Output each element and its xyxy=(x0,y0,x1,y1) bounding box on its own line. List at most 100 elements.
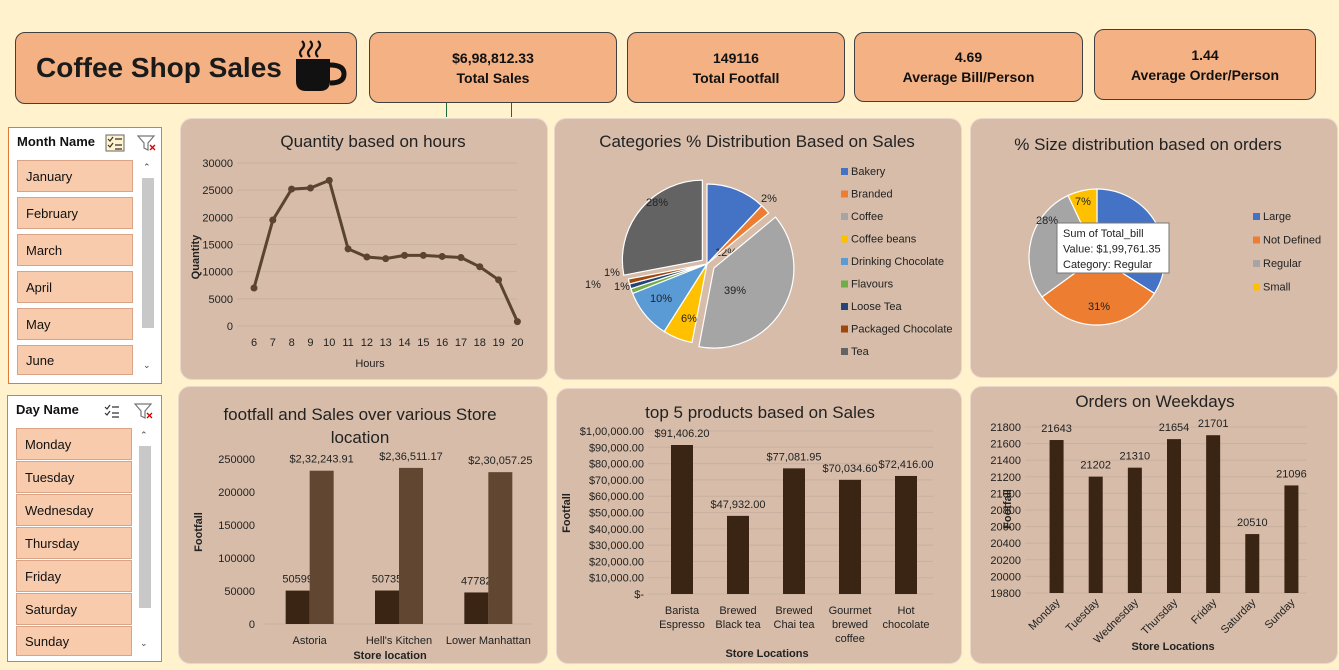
bar xyxy=(464,592,489,624)
day-slicer[interactable]: Day Name Monday Tuesday Wednesday Thursd… xyxy=(7,395,162,662)
data-label: 21202 xyxy=(1080,460,1111,472)
x-tick-label: 11 xyxy=(342,337,353,349)
month-slicer[interactable]: Month Name January February March April … xyxy=(8,127,162,384)
multi-select-icon[interactable] xyxy=(105,134,125,152)
x-tick-label: 7 xyxy=(270,337,276,349)
clear-filter-icon[interactable] xyxy=(137,134,157,152)
y-tick-label: 21200 xyxy=(990,472,1021,484)
y-tick-label: $40,000.00 xyxy=(589,524,644,536)
kpi-total-footfall: 149116 Total Footfall xyxy=(627,32,845,103)
data-label: 50599 xyxy=(282,574,313,586)
y-tick-label: 20600 xyxy=(990,522,1021,534)
legend-swatch xyxy=(841,235,848,243)
y-tick-label: 21400 xyxy=(990,455,1021,467)
connector-line xyxy=(446,103,512,117)
bar xyxy=(1206,435,1221,593)
kpi-label: Average Bill/Person xyxy=(902,69,1035,85)
dashboard-title-box: Coffee Shop Sales xyxy=(15,32,357,104)
data-label: 21701 xyxy=(1198,418,1229,430)
pie-slice xyxy=(627,263,708,285)
slicer-item-february[interactable]: February xyxy=(17,197,133,229)
kpi-value: 149116 xyxy=(713,49,759,66)
bar xyxy=(783,468,805,594)
slicer-item-april[interactable]: April xyxy=(17,271,133,303)
slicer-item-sunday[interactable]: Sunday xyxy=(16,626,132,656)
bar xyxy=(285,590,310,624)
data-label: 21643 xyxy=(1041,423,1072,435)
slicer-item-may[interactable]: May xyxy=(17,308,133,340)
x-axis-title: Store Locations xyxy=(1131,641,1214,653)
x-tick-label: chocolate xyxy=(882,619,929,631)
slicer-item-january[interactable]: January xyxy=(17,160,133,192)
data-label: 28% xyxy=(1036,215,1058,227)
bar xyxy=(399,467,423,624)
slicer-item-march[interactable]: March xyxy=(17,234,133,266)
bar xyxy=(895,475,917,594)
slicer-item-monday[interactable]: Monday xyxy=(16,428,132,460)
tooltip-line: Value: $1,99,761.35 xyxy=(1063,244,1161,256)
data-point xyxy=(325,176,333,184)
slicer-item-saturday[interactable]: Saturday xyxy=(16,593,132,625)
data-label: 6% xyxy=(681,313,697,325)
legend-swatch xyxy=(1253,260,1260,267)
scroll-down-icon[interactable]: ⌄ xyxy=(140,638,148,648)
y-tick-label: 30000 xyxy=(202,158,233,170)
chart-card-sizes: % Size distribution based on orders 31% 28… xyxy=(970,118,1338,378)
legend-label: Flavours xyxy=(851,279,894,291)
x-tick-label: 13 xyxy=(380,337,392,349)
multi-select-icon[interactable] xyxy=(102,402,122,420)
slicer-item-june[interactable]: June xyxy=(17,345,133,375)
kpi-label: Total Footfall xyxy=(692,69,780,86)
data-label: 2% xyxy=(761,193,777,205)
scroll-up-icon[interactable]: ⌃ xyxy=(143,162,151,172)
scroll-down-icon[interactable]: ⌄ xyxy=(143,360,151,370)
bar xyxy=(839,479,861,594)
bar xyxy=(375,590,399,624)
x-tick-label: brewed xyxy=(832,619,868,631)
y-tick-label: 100000 xyxy=(218,553,255,565)
pie-slice xyxy=(706,204,770,265)
data-point xyxy=(476,263,484,271)
hours-line-chart: Quantity based on hours 0 5000 10000 15000 20… xyxy=(190,132,524,370)
chart-card-weekdays: Orders on Weekdays 19800 20000 20200 20400 20… xyxy=(970,386,1338,664)
legend-swatch xyxy=(841,348,848,355)
slicer-item-tuesday[interactable]: Tuesday xyxy=(16,461,132,493)
data-label: $47,932.00 xyxy=(710,499,765,511)
data-point xyxy=(250,284,258,292)
weekdays-bar-chart: Orders on Weekdays 19800 20000 20200 20400 20… xyxy=(990,392,1307,653)
slicer-item-friday[interactable]: Friday xyxy=(16,560,132,592)
slicer-item-wednesday[interactable]: Wednesday xyxy=(16,494,132,526)
bar xyxy=(1127,467,1142,593)
slicer-scrollbar[interactable]: ⌃ ⌄ xyxy=(138,428,152,654)
x-tick-label: Espresso xyxy=(659,619,705,631)
bar xyxy=(1167,439,1181,593)
slicer-item-thursday[interactable]: Thursday xyxy=(16,527,132,559)
y-tick-label: $90,000.00 xyxy=(589,442,644,454)
legend-label: Large xyxy=(1263,211,1291,223)
legend-label: Coffee xyxy=(851,211,883,223)
legend-label: Drinking Chocolate xyxy=(851,256,944,268)
slicer-scrollbar[interactable]: ⌃ ⌄ xyxy=(141,160,155,376)
scroll-thumb[interactable] xyxy=(139,446,151,608)
data-label: 7% xyxy=(1075,196,1091,208)
y-tick-label: 10000 xyxy=(202,267,233,279)
scroll-thumb[interactable] xyxy=(142,178,154,328)
y-tick-label: 20400 xyxy=(990,538,1021,550)
y-tick-label: 20000 xyxy=(990,571,1021,583)
data-label: $2,32,243.91 xyxy=(290,454,354,466)
chart-title: Categories % Distribution Based on Sales xyxy=(599,132,915,151)
bar xyxy=(1245,534,1260,593)
chart-card-products: top 5 products based on Sales $- $10,000.0… xyxy=(556,388,962,664)
scroll-up-icon[interactable]: ⌃ xyxy=(140,430,148,440)
slicer-header: Month Name xyxy=(17,134,95,149)
chart-title: top 5 products based on Sales xyxy=(645,403,875,422)
kpi-label: Average Order/Person xyxy=(1130,66,1280,83)
x-tick-label: Sunday xyxy=(1263,596,1298,631)
clear-filter-icon[interactable] xyxy=(134,402,154,420)
y-tick-label: 15000 xyxy=(202,240,233,252)
x-tick-label: Thursday xyxy=(1139,596,1180,637)
data-label: 21654 xyxy=(1159,422,1190,434)
data-point xyxy=(419,251,427,259)
x-axis-title: Store Locations xyxy=(725,648,808,660)
y-tick-label: $70,000.00 xyxy=(589,475,644,487)
